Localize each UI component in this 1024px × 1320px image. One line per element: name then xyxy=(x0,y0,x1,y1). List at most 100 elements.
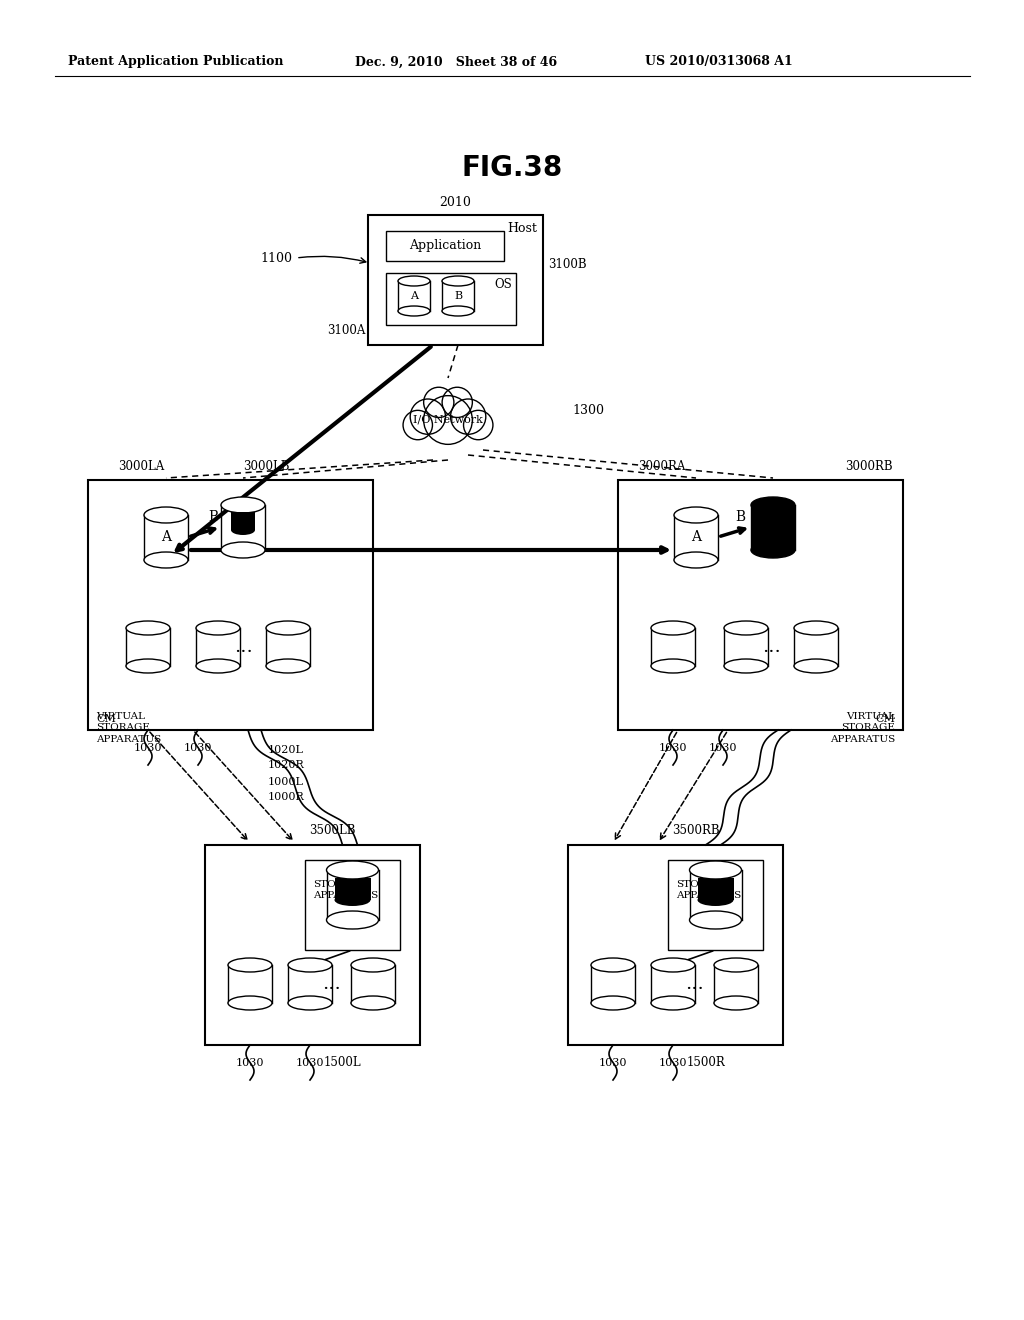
Text: Application: Application xyxy=(409,239,481,252)
Circle shape xyxy=(442,387,472,417)
Ellipse shape xyxy=(126,659,170,673)
Ellipse shape xyxy=(288,958,332,972)
Text: US 2010/0313068 A1: US 2010/0313068 A1 xyxy=(645,55,793,69)
Text: FIG.38: FIG.38 xyxy=(462,154,562,182)
Bar xyxy=(697,878,733,900)
Ellipse shape xyxy=(351,997,395,1010)
Ellipse shape xyxy=(651,659,695,673)
Bar xyxy=(351,965,395,1003)
Ellipse shape xyxy=(196,620,240,635)
Ellipse shape xyxy=(126,620,170,635)
Ellipse shape xyxy=(398,306,430,315)
Bar xyxy=(668,861,763,950)
Text: CM: CM xyxy=(96,714,116,723)
Ellipse shape xyxy=(228,958,272,972)
Text: 1300: 1300 xyxy=(572,404,604,417)
Bar xyxy=(442,281,474,312)
Circle shape xyxy=(403,411,432,440)
Text: Host: Host xyxy=(507,223,537,235)
Text: 1030: 1030 xyxy=(658,743,687,752)
Bar xyxy=(231,512,255,531)
Text: A: A xyxy=(161,531,171,544)
Bar xyxy=(651,628,695,667)
Bar xyxy=(196,628,240,667)
Bar xyxy=(751,506,795,550)
Text: 1030: 1030 xyxy=(134,743,162,752)
Ellipse shape xyxy=(266,659,310,673)
Circle shape xyxy=(424,396,472,445)
Bar xyxy=(288,965,332,1003)
Text: CM: CM xyxy=(876,714,895,723)
Ellipse shape xyxy=(351,958,395,972)
Text: 3500RB: 3500RB xyxy=(672,825,719,837)
Text: 1100: 1100 xyxy=(260,252,292,264)
Text: 1030: 1030 xyxy=(183,743,212,752)
Ellipse shape xyxy=(266,620,310,635)
Circle shape xyxy=(424,387,454,417)
Bar xyxy=(386,273,516,325)
Bar xyxy=(386,231,504,261)
Circle shape xyxy=(411,399,445,434)
Text: ...: ... xyxy=(233,638,252,656)
Ellipse shape xyxy=(651,620,695,635)
Bar xyxy=(591,965,635,1003)
Bar xyxy=(714,965,758,1003)
Text: 3000RB: 3000RB xyxy=(846,459,893,473)
Ellipse shape xyxy=(231,525,255,535)
Ellipse shape xyxy=(442,276,474,286)
Bar xyxy=(568,845,783,1045)
Ellipse shape xyxy=(794,620,838,635)
Text: A: A xyxy=(410,290,418,301)
Text: VIRTUAL
STORAGE
APPARATUS: VIRTUAL STORAGE APPARATUS xyxy=(829,711,895,744)
Ellipse shape xyxy=(591,997,635,1010)
Bar xyxy=(221,506,265,550)
Ellipse shape xyxy=(674,552,718,568)
Ellipse shape xyxy=(724,659,768,673)
Text: Patent Application Publication: Patent Application Publication xyxy=(68,55,284,69)
Bar xyxy=(398,281,430,312)
Text: 1030: 1030 xyxy=(658,1059,687,1068)
Text: OS: OS xyxy=(495,279,512,292)
Text: 3000RA: 3000RA xyxy=(638,459,685,473)
Bar xyxy=(335,878,371,900)
Ellipse shape xyxy=(228,997,272,1010)
Ellipse shape xyxy=(714,958,758,972)
Ellipse shape xyxy=(327,861,379,879)
Text: 1030: 1030 xyxy=(296,1059,325,1068)
Bar xyxy=(618,480,903,730)
Ellipse shape xyxy=(674,507,718,523)
Ellipse shape xyxy=(751,543,795,558)
Text: 2010: 2010 xyxy=(439,197,471,210)
Bar xyxy=(689,870,741,920)
Ellipse shape xyxy=(221,543,265,558)
Ellipse shape xyxy=(651,958,695,972)
Ellipse shape xyxy=(591,958,635,972)
Bar xyxy=(651,965,695,1003)
Ellipse shape xyxy=(144,507,188,523)
Bar xyxy=(88,480,373,730)
Ellipse shape xyxy=(724,620,768,635)
Circle shape xyxy=(464,411,493,440)
Circle shape xyxy=(401,374,495,466)
Text: 1030: 1030 xyxy=(709,743,737,752)
Ellipse shape xyxy=(196,659,240,673)
Text: 1000R: 1000R xyxy=(268,792,305,803)
Text: A: A xyxy=(691,531,701,544)
Bar xyxy=(266,628,310,667)
Ellipse shape xyxy=(697,894,733,906)
Ellipse shape xyxy=(651,997,695,1010)
Text: Dec. 9, 2010   Sheet 38 of 46: Dec. 9, 2010 Sheet 38 of 46 xyxy=(355,55,557,69)
Text: ...: ... xyxy=(762,638,780,656)
Ellipse shape xyxy=(288,997,332,1010)
Text: ...: ... xyxy=(685,975,703,993)
Ellipse shape xyxy=(442,306,474,315)
Bar xyxy=(205,845,420,1045)
Ellipse shape xyxy=(714,997,758,1010)
Text: 3500LB: 3500LB xyxy=(309,825,355,837)
Text: I/O Network: I/O Network xyxy=(413,414,483,425)
Ellipse shape xyxy=(794,659,838,673)
Text: 1020R: 1020R xyxy=(268,760,305,770)
Text: 1030: 1030 xyxy=(599,1059,628,1068)
Circle shape xyxy=(451,399,485,434)
Ellipse shape xyxy=(144,552,188,568)
